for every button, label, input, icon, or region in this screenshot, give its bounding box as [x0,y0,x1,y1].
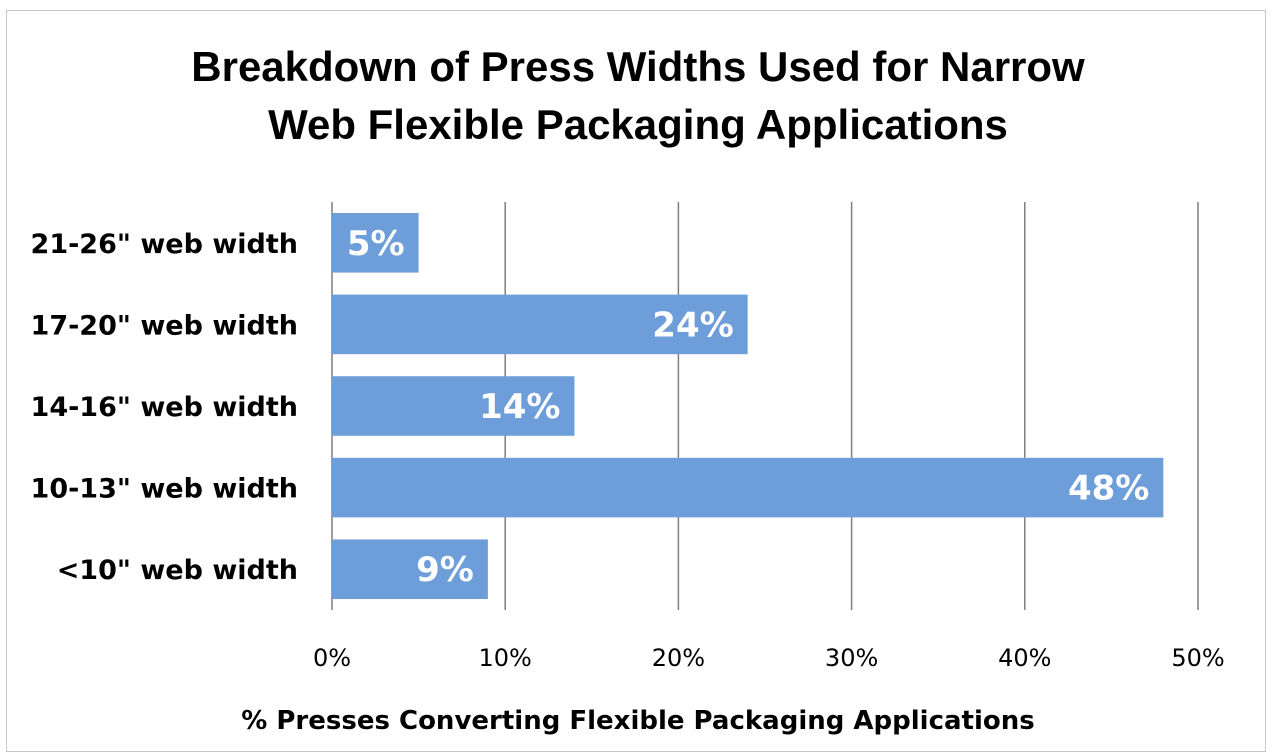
bar [332,539,488,599]
data-label: 48% [1068,469,1149,509]
data-label: 14% [479,387,560,427]
bar [332,294,748,355]
data-label: 24% [652,305,733,345]
data-label: 9% [416,550,474,590]
category-label: 14-16" web width [31,392,298,423]
bar [332,213,419,273]
category-label: <10" web width [57,555,298,586]
category-label: 17-20" web width [31,310,298,341]
category-label: 10-13" web width [31,474,298,505]
chart-frame [6,10,1266,752]
x-tick-label: 10% [479,644,532,672]
x-tick-label: 20% [652,644,705,672]
bar [332,376,575,436]
chart-title-line-1: Breakdown of Press Widths Used for Narro… [191,43,1085,90]
data-label: 5% [347,224,405,264]
x-tick-label: 0% [313,644,351,672]
x-tick-label: 40% [998,644,1051,672]
x-tick-label: 30% [825,644,878,672]
category-label: 21-26" web width [31,229,298,260]
x-tick-label: 50% [1171,644,1224,672]
chart-title-line-2: Web Flexible Packaging Applications [268,101,1008,148]
chart-title: Breakdown of Press Widths Used for Narro… [0,38,1276,154]
bar [332,457,1164,518]
bar-chart-plot: 0% 10% 20% 30% 40% 50% 21-26" web width 5% 17-20… [31,202,1225,672]
x-axis-title: % Presses Converting Flexible Packaging … [241,706,1035,736]
